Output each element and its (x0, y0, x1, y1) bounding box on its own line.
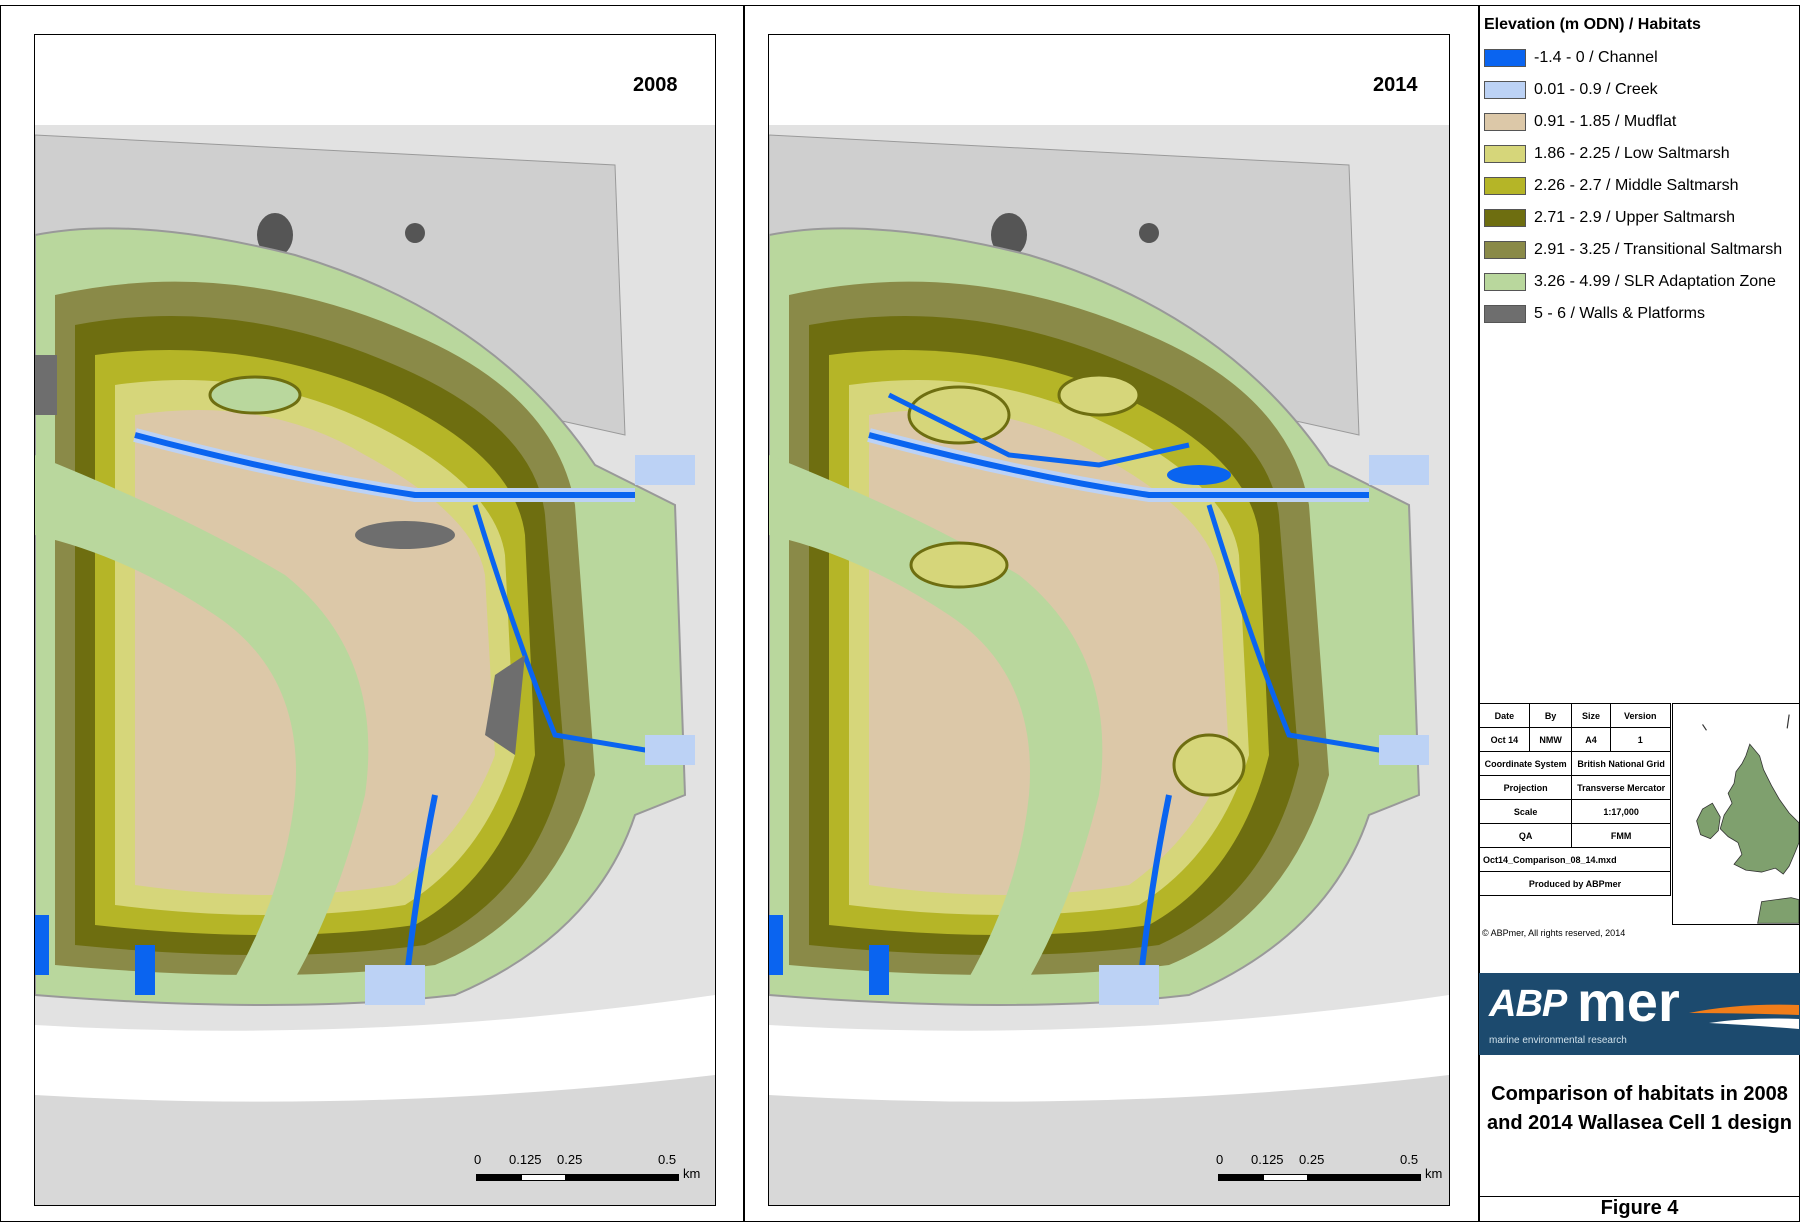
legend-swatch (1484, 273, 1526, 291)
coordinate-system-value: British National Grid (1571, 751, 1671, 776)
scale-unit: km (1425, 1166, 1443, 1181)
figure-title: Comparison of habitats in 2008 and 2014 … (1487, 1083, 1792, 1134)
legend-item: 2.26 - 2.7 / Middle Saltmarsh (1484, 175, 1739, 197)
copyright-notice: © ABPmer, All rights reserved, 2014 (1482, 928, 1626, 938)
scale-bar-2014: 0 0.125 0.25 0.5 km (1213, 1152, 1443, 1192)
habitat-map-2008 (34, 34, 716, 1206)
legend-label: 0.01 - 0.9 / Creek (1534, 81, 1658, 98)
legend-label: -1.4 - 0 / Channel (1534, 49, 1658, 66)
logo-tagline: marine environmental research (1489, 1035, 1627, 1046)
legend-label: 2.71 - 2.9 / Upper Saltmarsh (1534, 209, 1735, 226)
size-label: Size (1571, 703, 1611, 728)
legend-item: 2.71 - 2.9 / Upper Saltmarsh (1484, 207, 1735, 229)
abpmer-logo: ABP mer marine environmental research (1479, 973, 1800, 1055)
by-label: By (1528, 703, 1573, 728)
legend-title: Elevation (m ODN) / Habitats (1484, 16, 1701, 33)
scale-tick-025: 0.25 (557, 1152, 583, 1167)
legend-item: 2.91 - 3.25 / Transitional Saltmarsh (1484, 239, 1782, 261)
legend-swatch (1484, 305, 1526, 323)
projection-label: Projection (1478, 775, 1573, 800)
logo-mer-text: mer (1577, 973, 1680, 1033)
scale-bar-2008: 0 0.125 0.25 0.5 km (471, 1152, 701, 1192)
map-year-label-2008: 2008 (633, 74, 678, 96)
scale-label: Scale (1478, 799, 1573, 824)
file-name: Oct14_Comparison_08_14.mxd (1479, 847, 1671, 872)
projection-value: Transverse Mercator (1571, 775, 1671, 800)
legend-label: 5 - 6 / Walls & Platforms (1534, 305, 1705, 322)
by-value: NMW (1528, 727, 1573, 752)
scale-tick-05: 0.5 (658, 1152, 677, 1167)
scale-unit: km (683, 1166, 701, 1181)
figure-number: Figure 4 (1479, 1196, 1800, 1220)
habitat-map-2014 (768, 34, 1450, 1206)
map-year-label-2014: 2014 (1373, 74, 1418, 96)
version-label: Version (1609, 703, 1672, 728)
date-label: Date (1479, 703, 1530, 728)
legend-label: 3.26 - 4.99 / SLR Adaptation Zone (1534, 273, 1776, 290)
scale-tick-0: 0 (1216, 1152, 1224, 1167)
legend-item: 5 - 6 / Walls & Platforms (1484, 303, 1705, 325)
legend-label: 0.91 - 1.85 / Mudflat (1534, 113, 1677, 130)
scale-tick-0125: 0.125 (1251, 1152, 1284, 1167)
qa-label: QA (1478, 823, 1573, 848)
uk-locator-map (1672, 703, 1800, 925)
legend-swatch (1484, 209, 1526, 227)
legend-swatch (1484, 113, 1526, 131)
date-value: Oct 14 (1479, 727, 1530, 752)
legend-label: 1.86 - 2.25 / Low Saltmarsh (1534, 145, 1730, 162)
legend-swatch (1484, 81, 1526, 99)
produced-by: Produced by ABPmer (1479, 871, 1671, 896)
scale-value: 1:17,000 (1571, 799, 1671, 824)
coordinate-system-label: Coordinate System (1478, 751, 1573, 776)
legend-item: 1.86 - 2.25 / Low Saltmarsh (1484, 143, 1730, 165)
scale-tick-0125: 0.125 (509, 1152, 542, 1167)
logo-swoosh-icon (1689, 1004, 1799, 1029)
logo-abp-text: ABP (1489, 983, 1567, 1025)
legend-swatch (1484, 49, 1526, 67)
scale-tick-05: 0.5 (1400, 1152, 1419, 1167)
legend-item: 0.91 - 1.85 / Mudflat (1484, 111, 1676, 133)
version-value: 1 (1609, 727, 1672, 752)
legend-swatch (1484, 241, 1526, 259)
scale-tick-0: 0 (474, 1152, 482, 1167)
legend-swatch (1484, 145, 1526, 163)
legend-item: 3.26 - 4.99 / SLR Adaptation Zone (1484, 271, 1776, 293)
legend-swatch (1484, 177, 1526, 195)
legend-label: 2.26 - 2.7 / Middle Saltmarsh (1534, 177, 1739, 194)
size-value: A4 (1571, 727, 1611, 752)
map-info-table: Date By Size Version Oct 14 NMW A4 1 Coo… (1478, 703, 1672, 896)
legend-item: 0.01 - 0.9 / Creek (1484, 79, 1658, 101)
legend-label: 2.91 - 3.25 / Transitional Saltmarsh (1534, 241, 1783, 258)
legend-item: -1.4 - 0 / Channel (1484, 47, 1658, 69)
scale-tick-025: 0.25 (1299, 1152, 1325, 1167)
qa-value: FMM (1571, 823, 1671, 848)
